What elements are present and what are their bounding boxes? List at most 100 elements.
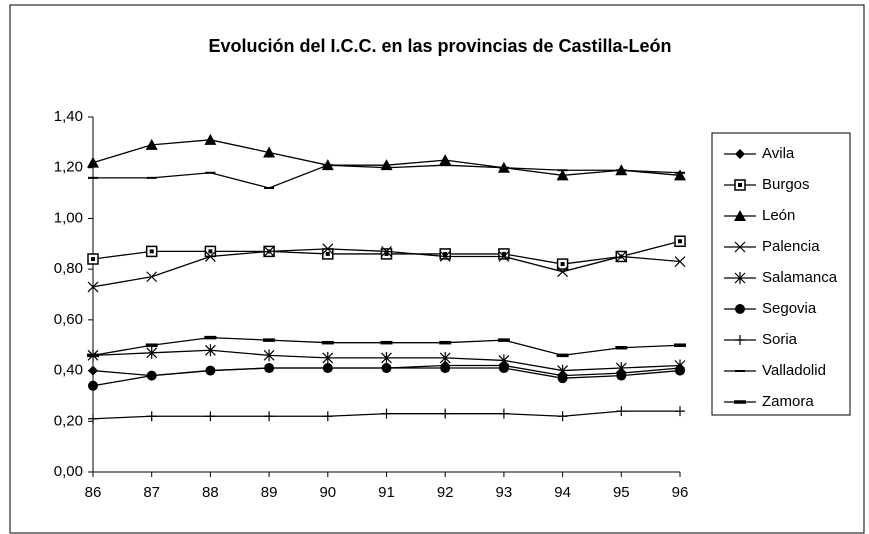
marker-part [204, 344, 216, 357]
marker [735, 304, 745, 314]
marker [440, 363, 451, 374]
marker [264, 363, 275, 374]
marker-part [501, 251, 506, 256]
y-tick-label: 1,00 [54, 209, 83, 226]
legend-label: León [762, 207, 795, 224]
marker-part [325, 251, 330, 256]
marker [556, 258, 569, 270]
marker [734, 241, 746, 253]
marker [322, 243, 334, 255]
marker [146, 271, 158, 283]
marker-part [675, 365, 685, 376]
marker [146, 370, 157, 381]
x-tick-label: 91 [378, 484, 395, 501]
marker-part [264, 363, 275, 374]
y-tick-label: 1,20 [54, 159, 83, 176]
marker [380, 248, 393, 260]
marker [381, 351, 392, 364]
marker-part [205, 411, 216, 422]
x-tick-label: 92 [437, 484, 454, 501]
marker [264, 411, 275, 422]
marker-part [560, 262, 565, 267]
marker-part [384, 251, 389, 256]
y-tick-label: 0,60 [54, 311, 83, 328]
marker [88, 380, 98, 391]
marker-part [88, 413, 98, 424]
marker-part [322, 351, 334, 364]
marker [675, 365, 685, 376]
marker-part [615, 251, 627, 262]
marker [145, 138, 158, 150]
marker [87, 156, 99, 168]
marker [674, 169, 686, 181]
marker-part [440, 363, 451, 374]
marker [381, 408, 392, 419]
marker-part [616, 406, 627, 417]
legend-box [711, 132, 851, 416]
marker-part [616, 370, 627, 381]
marker-part [498, 408, 509, 419]
marker-part [322, 243, 334, 255]
marker-part [145, 138, 158, 150]
legend-label: Avila [762, 145, 795, 162]
marker [674, 235, 686, 247]
marker [87, 281, 99, 293]
marker [439, 248, 451, 260]
marker-part [204, 251, 216, 262]
marker [557, 266, 569, 278]
marker-part [678, 239, 682, 244]
marker-part [557, 411, 568, 422]
legend-label: Palencia [762, 238, 820, 255]
marker [556, 169, 569, 181]
marker-part [146, 346, 158, 359]
marker [322, 248, 334, 260]
marker [88, 365, 98, 376]
marker [146, 411, 157, 422]
marker-part [87, 281, 99, 293]
marker-part [439, 351, 451, 364]
y-tick-label: 0,80 [54, 260, 83, 277]
marker [263, 245, 275, 257]
marker [88, 413, 98, 424]
marker [205, 411, 216, 422]
marker [439, 251, 451, 262]
marker [322, 411, 333, 422]
marker-part [440, 408, 451, 419]
marker-part [734, 272, 746, 284]
legend-label: Burgos [762, 176, 810, 193]
marker [557, 373, 568, 384]
marker [322, 351, 334, 364]
marker-part [149, 249, 154, 254]
legend-label: Soria [762, 331, 798, 348]
marker-part [498, 363, 509, 374]
legend-label: Segovia [762, 300, 817, 317]
marker-part [146, 411, 157, 422]
marker-part [146, 370, 157, 381]
y-tick-label: 0,40 [54, 362, 83, 379]
x-tick-label: 96 [672, 484, 689, 501]
marker [734, 210, 746, 221]
x-tick-label: 86 [85, 484, 102, 501]
marker-part [263, 245, 275, 257]
marker-part [264, 411, 275, 422]
marker-part [498, 251, 510, 262]
marker [440, 408, 451, 419]
x-tick-label: 90 [319, 484, 336, 501]
marker [322, 363, 333, 374]
y-tick-label: 1,40 [54, 108, 83, 125]
marker [263, 349, 275, 362]
marker [734, 272, 746, 284]
chart-frame [9, 4, 865, 534]
x-tick-label: 95 [613, 484, 630, 501]
marker [204, 133, 217, 145]
marker [498, 251, 510, 262]
marker-part [146, 271, 158, 283]
marker-part [735, 304, 745, 314]
marker-part [263, 146, 276, 158]
x-tick-label: 89 [261, 484, 278, 501]
marker-part [557, 266, 569, 278]
marker [674, 256, 686, 267]
marker-part [263, 349, 275, 362]
marker [381, 363, 392, 374]
